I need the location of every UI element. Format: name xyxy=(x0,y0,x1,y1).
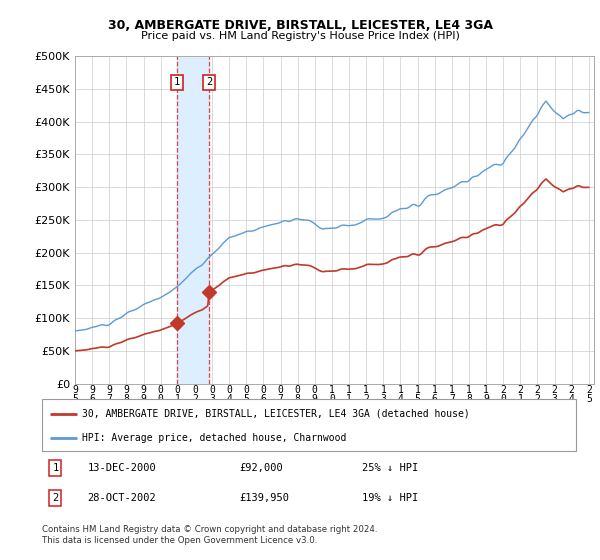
Text: HPI: Average price, detached house, Charnwood: HPI: Average price, detached house, Char… xyxy=(82,433,346,443)
Text: £92,000: £92,000 xyxy=(239,463,283,473)
Text: Contains HM Land Registry data © Crown copyright and database right 2024.
This d: Contains HM Land Registry data © Crown c… xyxy=(42,525,377,545)
Text: Price paid vs. HM Land Registry's House Price Index (HPI): Price paid vs. HM Land Registry's House … xyxy=(140,31,460,41)
Text: 1: 1 xyxy=(174,77,180,87)
Text: 30, AMBERGATE DRIVE, BIRSTALL, LEICESTER, LE4 3GA (detached house): 30, AMBERGATE DRIVE, BIRSTALL, LEICESTER… xyxy=(82,409,470,419)
Text: 1: 1 xyxy=(52,463,58,473)
Text: 19% ↓ HPI: 19% ↓ HPI xyxy=(362,493,419,503)
Text: 25% ↓ HPI: 25% ↓ HPI xyxy=(362,463,419,473)
Text: £139,950: £139,950 xyxy=(239,493,290,503)
Text: 28-OCT-2002: 28-OCT-2002 xyxy=(88,493,156,503)
Bar xyxy=(177,56,209,384)
Text: 2: 2 xyxy=(52,493,58,503)
Text: 2: 2 xyxy=(206,77,212,87)
Text: 30, AMBERGATE DRIVE, BIRSTALL, LEICESTER, LE4 3GA: 30, AMBERGATE DRIVE, BIRSTALL, LEICESTER… xyxy=(107,19,493,32)
Text: 13-DEC-2000: 13-DEC-2000 xyxy=(88,463,156,473)
